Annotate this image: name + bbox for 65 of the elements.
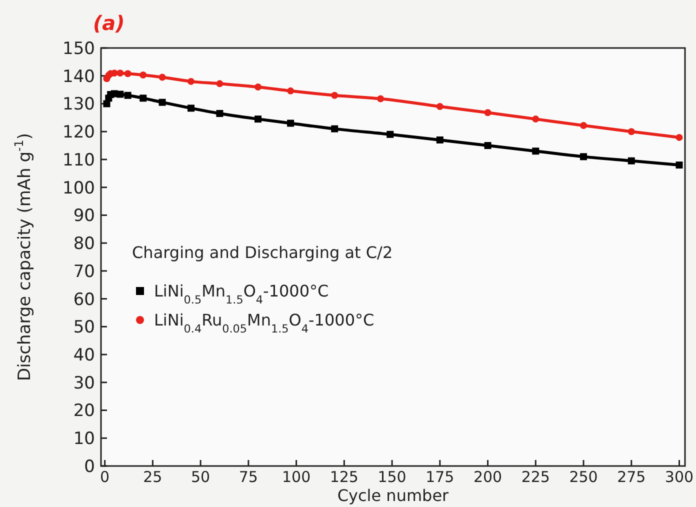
x-tick-label: 0 (100, 468, 110, 486)
point (532, 116, 540, 123)
x-tick-label: 300 (664, 468, 694, 486)
y-tick-label: 120 (62, 122, 95, 143)
x-tick-label: 175 (426, 468, 454, 486)
y-tick-label: 90 (73, 206, 95, 226)
point (158, 98, 166, 106)
legend-title: Charging and Discharging at C/2 (132, 243, 393, 262)
point (216, 110, 224, 117)
point (331, 92, 338, 99)
text: LiNi$_{0.4}$Ru$_{0.05}$Mn$_{1.5}$O$_{4}$-1000°C (154, 310, 374, 336)
y-tick-label: 150 (62, 38, 95, 59)
point (628, 157, 635, 164)
y-tick-label: 20 (73, 401, 95, 422)
x-tick-label: 100 (282, 468, 311, 486)
point (187, 78, 194, 85)
point (436, 136, 444, 144)
x-tick-label: 50 (191, 468, 210, 486)
y-tick-label: 50 (73, 318, 95, 338)
point (676, 162, 683, 169)
point (484, 109, 492, 116)
y-tick-label: 70 (73, 262, 95, 282)
x-tick-label: 125 (330, 468, 358, 486)
point (187, 104, 194, 112)
point (287, 120, 294, 127)
x-tick-label: 250 (569, 468, 598, 486)
point (254, 84, 262, 91)
point (116, 90, 124, 98)
point (116, 70, 124, 77)
x-tick-label: 225 (521, 468, 550, 486)
point (140, 72, 147, 79)
point (436, 103, 444, 110)
point (628, 128, 635, 136)
point (287, 87, 294, 94)
point (580, 122, 588, 129)
point (532, 148, 540, 155)
point (216, 80, 224, 88)
y-tick-label: 80 (73, 234, 95, 254)
x-axis-title: Cycle number (337, 486, 450, 505)
y-tick-label: 140 (62, 66, 95, 87)
y-tick-label: 30 (73, 373, 95, 394)
point (386, 130, 394, 138)
y-tick-label: 130 (62, 94, 95, 115)
legend-label: LiNi$_{0.5}$Mn$_{1.5}$O$_{4}$-1000°C (154, 282, 329, 306)
point (331, 125, 338, 132)
point (124, 70, 132, 78)
x-tick-label: 150 (378, 468, 406, 486)
x-tick-label: 25 (143, 468, 162, 486)
x-tick-label: 275 (617, 468, 646, 486)
point (254, 116, 262, 123)
point (484, 142, 492, 150)
chart-title: (a) (93, 11, 125, 35)
y-tick-label: 100 (62, 178, 95, 198)
point (140, 94, 147, 102)
point (377, 95, 384, 102)
point (124, 92, 132, 99)
x-tick-label: 200 (473, 468, 502, 486)
y-tick-label: 10 (73, 429, 95, 450)
y-tick-label: 110 (62, 150, 95, 170)
point (580, 153, 588, 160)
y-tick-label: 40 (73, 345, 95, 366)
x-tick-label: 75 (238, 468, 258, 486)
point (676, 134, 683, 141)
y-tick-label: 60 (73, 290, 95, 310)
point (158, 74, 166, 81)
